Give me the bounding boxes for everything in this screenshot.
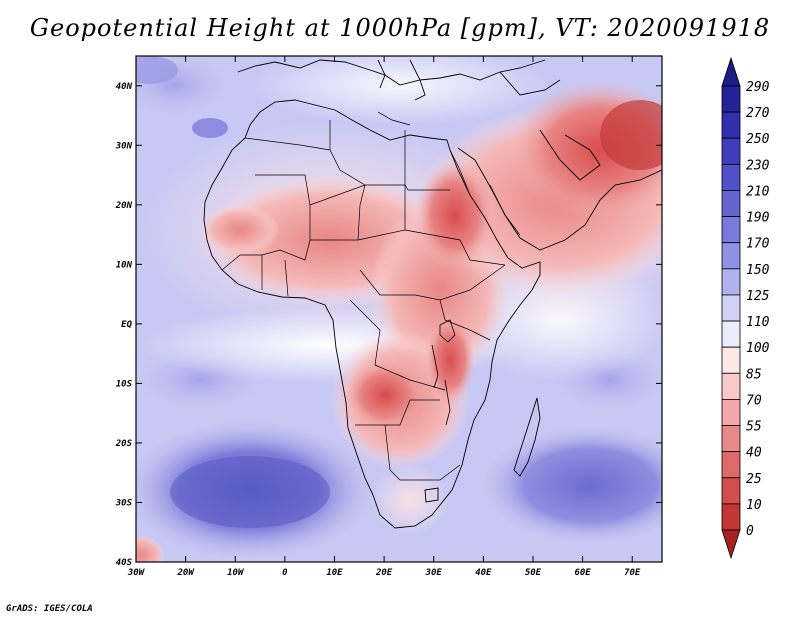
colorbar-label: 250 <box>746 132 770 147</box>
colorbar-swatch <box>721 399 741 426</box>
colorbar-swatch <box>721 85 741 113</box>
colorbar-swatch <box>721 425 741 453</box>
colorbar-label: 55 <box>746 420 762 435</box>
colorbar-label: 25 <box>746 472 762 487</box>
colorbar-label: 110 <box>746 315 770 330</box>
colorbar-swatch <box>721 163 741 191</box>
lon-label: 70E <box>624 568 641 578</box>
colorbar-swatch <box>721 216 741 244</box>
colorbar-label: 40 <box>746 446 762 461</box>
lon-label: 40E <box>475 568 492 578</box>
colorbar-label: 125 <box>746 289 770 304</box>
coastlines <box>203 59 662 529</box>
colorbar-top-arrow <box>721 56 741 87</box>
colorbar-swatch <box>721 111 741 139</box>
lat-label: 10N <box>116 260 133 270</box>
colorbar-label: 170 <box>746 237 770 252</box>
lat-label: 20N <box>115 201 133 211</box>
colorbar-swatch <box>721 477 741 505</box>
europe-coast <box>237 59 546 86</box>
colorbar-label: 150 <box>746 263 770 278</box>
colorbar-swatch <box>721 503 741 531</box>
colorbar-label: 85 <box>746 367 762 382</box>
colorbar-swatch <box>721 190 741 217</box>
lon-label: 20W <box>176 568 195 578</box>
colorbar-swatch <box>721 346 741 374</box>
map-title: Geopotential Height at 1000hPa [gpm], VT… <box>29 14 771 42</box>
colorbar-label: 230 <box>746 158 770 173</box>
colorbar-swatch <box>721 451 741 479</box>
colorbar-swatch <box>721 320 741 348</box>
colorbar-label: 100 <box>746 341 770 356</box>
africa-coastline <box>203 99 541 529</box>
lat-label: 30S <box>115 498 133 508</box>
madagascar <box>513 397 541 477</box>
lon-label: 10E <box>326 568 343 578</box>
grads-credit: GrADS: IGES/COLA <box>6 604 93 614</box>
lon-label: 30E <box>425 568 443 578</box>
lon-label: 30W <box>127 568 146 578</box>
lat-label: 40S <box>116 558 133 568</box>
colorbar-label: 270 <box>746 106 770 121</box>
colorbar-swatch <box>721 242 741 270</box>
colorbar-label: 290 <box>746 80 770 95</box>
lat-label: 10S <box>116 379 133 389</box>
south-indian-high <box>480 425 662 545</box>
colorbar-label: 210 <box>746 184 770 199</box>
arabian-coast <box>457 147 662 251</box>
colorbar-bottom-arrow <box>721 529 741 560</box>
colorbar: 2902702502302101901701501251101008570554… <box>721 56 770 560</box>
arabian-low <box>510 80 662 220</box>
colorbar-swatch <box>721 294 741 322</box>
lat-label: 30N <box>115 141 133 151</box>
colorbar-label: 10 <box>746 498 762 513</box>
colorbar-swatch <box>721 372 741 400</box>
lon-label: 50E <box>525 568 542 578</box>
colorbar-label: 70 <box>746 393 762 408</box>
lon-label: 60E <box>574 568 591 578</box>
lon-label: 10W <box>227 568 245 578</box>
lat-label: 40N <box>116 82 133 92</box>
gulf-coast <box>539 129 601 181</box>
lon-label: 0 <box>282 568 288 578</box>
colorbar-swatch <box>721 268 741 296</box>
plot-frame <box>135 55 663 563</box>
lat-label: EQ <box>121 320 132 330</box>
lat-label: 20S <box>115 439 133 449</box>
colorbar-label: 0 <box>746 524 754 539</box>
lon-label: 20E <box>375 568 393 578</box>
colorbar-label: 190 <box>746 211 770 226</box>
colorbar-swatch <box>721 137 741 165</box>
